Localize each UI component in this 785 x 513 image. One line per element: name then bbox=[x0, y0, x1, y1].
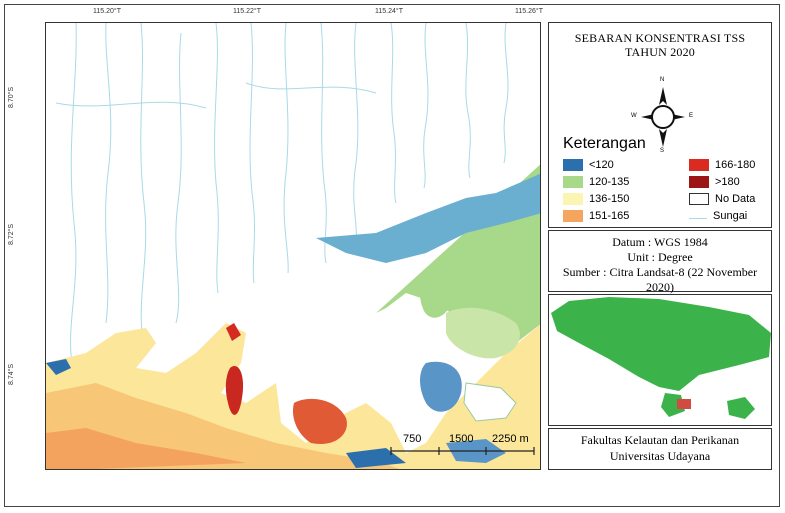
tss-raster bbox=[46, 164, 540, 469]
credit-line1: Fakultas Kelautan dan Perikanan bbox=[580, 433, 740, 447]
legend-panel: SEBARAN KONSENTRASI TSS TAHUN 2020 N S W… bbox=[548, 22, 772, 228]
map-title-line2: TAHUN 2020 bbox=[624, 45, 696, 59]
legend-item: <120 bbox=[563, 159, 614, 171]
lat-label: 8.74°S bbox=[8, 363, 15, 385]
legend-item: 166-180 bbox=[689, 159, 755, 171]
legend-swatch bbox=[689, 159, 709, 171]
legend-item: 151-165 bbox=[563, 210, 629, 222]
tss-map-svg bbox=[46, 23, 540, 469]
lat-label: 8.72°S bbox=[8, 223, 15, 245]
unit-text: Unit : Degree bbox=[627, 250, 693, 264]
legend-swatch bbox=[689, 193, 709, 205]
map-title-line1: SEBARAN KONSENTRASI TSS bbox=[574, 31, 746, 45]
source-text: Sumber : Citra Landsat-8 (22 November 20… bbox=[562, 265, 758, 294]
legend-item: >180 bbox=[689, 176, 740, 188]
datum-text: Datum : WGS 1984 bbox=[612, 235, 708, 249]
compass-s: S bbox=[660, 148, 665, 154]
lon-label: 115.22°T bbox=[233, 8, 261, 15]
legend-item: No Data bbox=[689, 193, 755, 205]
info-panel: Datum : WGS 1984 Unit : Degree Sumber : … bbox=[548, 230, 772, 294]
lat-label: 8.70°S bbox=[8, 86, 15, 108]
inset-map[interactable] bbox=[548, 294, 772, 426]
scalebar-label: 2250 m bbox=[492, 433, 529, 445]
main-map[interactable]: 750 1500 2250 m bbox=[45, 22, 541, 470]
legend-swatch-river bbox=[689, 217, 707, 219]
scalebar bbox=[390, 447, 535, 455]
legend-swatch bbox=[563, 159, 583, 171]
credit-line2: Universitas Udayana bbox=[609, 449, 711, 463]
inset-map-svg bbox=[551, 297, 771, 419]
legend-swatch bbox=[563, 210, 583, 222]
lon-label: 115.20°T bbox=[93, 8, 121, 15]
river-lines bbox=[55, 23, 509, 364]
credit-panel: Fakultas Kelautan dan Perikanan Universi… bbox=[548, 428, 772, 470]
legend-swatch bbox=[563, 176, 583, 188]
lon-label: 115.26°T bbox=[515, 8, 543, 15]
map-title: SEBARAN KONSENTRASI TSS TAHUN 2020 bbox=[549, 31, 771, 59]
map-layout-frame bbox=[4, 4, 780, 507]
legend-item: Sungai bbox=[689, 210, 747, 222]
legend-swatch bbox=[689, 176, 709, 188]
legend-item: 120-135 bbox=[563, 176, 629, 188]
lon-label: 115.24°T bbox=[375, 8, 403, 15]
compass-n: N bbox=[660, 77, 665, 83]
legend-title: Keterangan bbox=[563, 135, 646, 152]
compass-e: E bbox=[689, 113, 694, 119]
compass-rose: N S W E bbox=[631, 77, 693, 154]
north-arrow-icon bbox=[641, 87, 685, 147]
scalebar-label: 750 bbox=[403, 433, 422, 445]
compass-w: W bbox=[631, 113, 637, 119]
legend-item: 136-150 bbox=[563, 193, 629, 205]
legend-swatch bbox=[563, 193, 583, 205]
scalebar-label: 1500 bbox=[449, 433, 474, 445]
